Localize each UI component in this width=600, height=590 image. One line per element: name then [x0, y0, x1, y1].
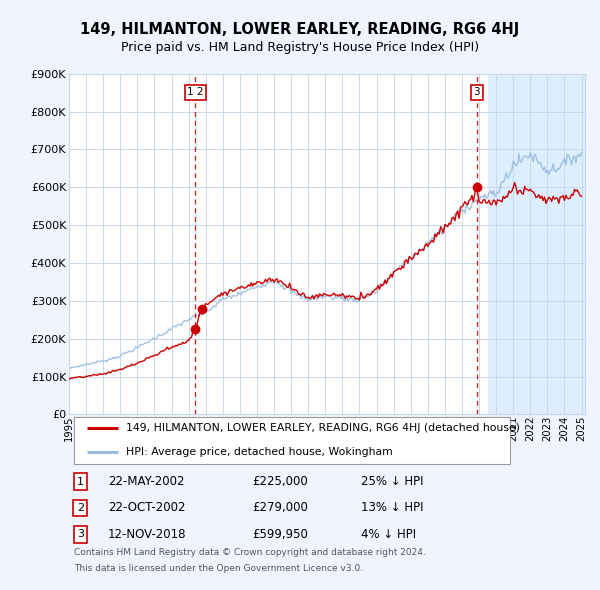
Text: This data is licensed under the Open Government Licence v3.0.: This data is licensed under the Open Gov… — [74, 564, 363, 573]
Text: £279,000: £279,000 — [252, 502, 308, 514]
Text: 13% ↓ HPI: 13% ↓ HPI — [361, 502, 423, 514]
Text: Price paid vs. HM Land Registry's House Price Index (HPI): Price paid vs. HM Land Registry's House … — [121, 41, 479, 54]
FancyBboxPatch shape — [74, 417, 510, 464]
Text: 25% ↓ HPI: 25% ↓ HPI — [361, 475, 423, 488]
Text: 22-OCT-2002: 22-OCT-2002 — [108, 502, 185, 514]
Bar — [488, 74, 585, 414]
Text: 22-MAY-2002: 22-MAY-2002 — [108, 475, 184, 488]
Text: 1 2: 1 2 — [187, 87, 203, 97]
Text: 3: 3 — [77, 529, 84, 539]
Text: 149, HILMANTON, LOWER EARLEY, READING, RG6 4HJ (detached house): 149, HILMANTON, LOWER EARLEY, READING, R… — [126, 423, 520, 433]
Text: 1: 1 — [77, 477, 84, 487]
Text: 12-NOV-2018: 12-NOV-2018 — [108, 528, 186, 541]
Text: 4% ↓ HPI: 4% ↓ HPI — [361, 528, 416, 541]
Text: £225,000: £225,000 — [252, 475, 308, 488]
Text: Contains HM Land Registry data © Crown copyright and database right 2024.: Contains HM Land Registry data © Crown c… — [74, 549, 426, 558]
Text: 3: 3 — [473, 87, 480, 97]
Text: HPI: Average price, detached house, Wokingham: HPI: Average price, detached house, Woki… — [126, 447, 392, 457]
Text: £599,950: £599,950 — [252, 528, 308, 541]
Text: 149, HILMANTON, LOWER EARLEY, READING, RG6 4HJ: 149, HILMANTON, LOWER EARLEY, READING, R… — [80, 22, 520, 37]
Text: 2: 2 — [77, 503, 84, 513]
